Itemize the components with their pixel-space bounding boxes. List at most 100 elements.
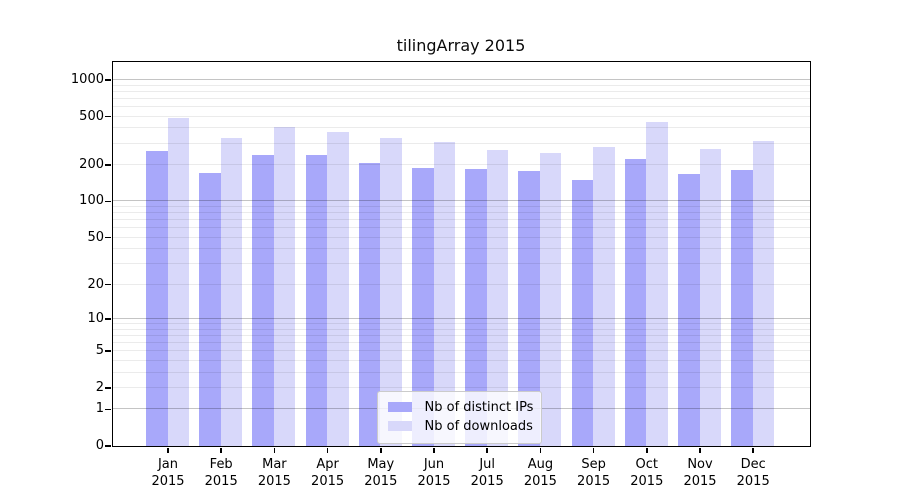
bar-jun-2015-distinct-ips bbox=[412, 167, 434, 446]
gridline-minor-20 bbox=[112, 283, 810, 285]
y-tick-label-2: 2 bbox=[95, 379, 104, 395]
legend-item-distinct-ips: Nb of distinct IPs bbox=[378, 398, 541, 417]
bar-jul-2015-downloads bbox=[486, 150, 509, 446]
gridline-minor-30 bbox=[112, 263, 810, 265]
y-tick-label-100: 100 bbox=[79, 193, 104, 209]
y-tick-label-0: 0 bbox=[95, 438, 104, 453]
x-tick-mark-jan-2015 bbox=[167, 447, 169, 453]
y-tick-mark-500 bbox=[105, 115, 111, 118]
x-tick-label-jan-2015: Jan 2015 bbox=[151, 457, 185, 489]
legend-item-downloads: Nb of downloads bbox=[378, 417, 541, 436]
x-tick-mark-dec-2015 bbox=[752, 447, 754, 453]
y-tick-mark-5 bbox=[105, 350, 111, 352]
plot-area: Nb of distinct IPs Nb of downloads bbox=[111, 60, 811, 447]
y-tick-mark-2 bbox=[105, 387, 111, 389]
gridline-minor-800 bbox=[112, 90, 810, 92]
x-tick-label-feb-2015: Feb 2015 bbox=[204, 457, 238, 489]
y-tick-label-500: 500 bbox=[79, 108, 104, 124]
y-tick-label-5: 5 bbox=[95, 343, 104, 359]
gridline-minor-50 bbox=[112, 236, 810, 238]
gridline-decade-10 bbox=[112, 317, 810, 319]
x-tick-mark-feb-2015 bbox=[220, 447, 222, 453]
x-tick-label-mar-2015: Mar 2015 bbox=[257, 457, 291, 489]
y-tick-mark-100 bbox=[105, 200, 111, 203]
gridline-minor-200 bbox=[112, 164, 810, 165]
bar-apr-2015-downloads bbox=[327, 131, 349, 446]
gridline-minor-500 bbox=[112, 115, 810, 117]
bar-jul-2015-distinct-ips bbox=[465, 168, 487, 446]
x-tick-mark-mar-2015 bbox=[273, 447, 276, 453]
bar-nov-2015-distinct-ips bbox=[678, 173, 700, 446]
bar-dec-2015-distinct-ips bbox=[731, 170, 753, 446]
x-tick-mark-nov-2015 bbox=[699, 447, 701, 453]
gridline-minor-70 bbox=[112, 219, 810, 221]
x-tick-label-apr-2015: Apr 2015 bbox=[311, 457, 345, 489]
gridline-minor-900 bbox=[112, 84, 810, 86]
y-tick-label-10: 10 bbox=[87, 310, 104, 326]
chart-title: tilingArray 2015 bbox=[396, 36, 526, 55]
gridline-minor-600 bbox=[112, 105, 810, 107]
x-tick-mark-jun-2015 bbox=[433, 447, 435, 453]
y-tick-label-50: 50 bbox=[87, 229, 104, 245]
legend-swatch-distinct-ips bbox=[387, 402, 412, 412]
gridline-minor-7 bbox=[112, 334, 810, 336]
bar-nov-2015-downloads bbox=[699, 148, 721, 446]
gridline-minor-60 bbox=[112, 227, 810, 229]
x-tick-mark-aug-2015 bbox=[539, 447, 542, 453]
bar-jan-2015-downloads bbox=[167, 117, 189, 446]
x-tick-label-sep-2015: Sep 2015 bbox=[577, 457, 611, 489]
gridline-minor-700 bbox=[112, 97, 810, 99]
y-tick-label-20: 20 bbox=[87, 276, 104, 292]
legend-label-distinct-ips: Nb of distinct IPs bbox=[424, 399, 534, 415]
bar-jan-2015-distinct-ips bbox=[146, 151, 168, 446]
bar-feb-2015-distinct-ips bbox=[199, 173, 221, 446]
gridline-minor-4 bbox=[112, 359, 810, 361]
gridline-minor-40 bbox=[112, 248, 810, 250]
bar-dec-2015-downloads bbox=[752, 141, 775, 446]
x-tick-label-oct-2015: Oct 2015 bbox=[630, 457, 664, 489]
y-tick-mark-50 bbox=[105, 236, 111, 239]
x-tick-label-jun-2015: Jun 2015 bbox=[417, 457, 451, 489]
bar-oct-2015-downloads bbox=[646, 121, 668, 446]
x-tick-mark-jul-2015 bbox=[486, 447, 488, 453]
gridline-minor-80 bbox=[112, 212, 810, 214]
y-tick-mark-20 bbox=[105, 283, 111, 286]
gridline-decade-100 bbox=[112, 200, 810, 202]
bar-aug-2015-downloads bbox=[539, 153, 562, 446]
x-tick-mark-may-2015 bbox=[380, 447, 382, 453]
x-tick-label-jul-2015: Jul 2015 bbox=[470, 457, 504, 489]
bar-may-2015-downloads bbox=[380, 138, 402, 446]
gridline-minor-3 bbox=[112, 371, 810, 373]
y-tick-mark-200 bbox=[105, 164, 111, 166]
y-tick-mark-10 bbox=[105, 318, 111, 320]
x-tick-label-dec-2015: Dec 2015 bbox=[736, 457, 770, 489]
gridline-minor-90 bbox=[112, 205, 810, 207]
x-tick-label-aug-2015: Aug 2015 bbox=[523, 457, 557, 489]
y-tick-label-1: 1 bbox=[95, 401, 104, 417]
y-tick-label-200: 200 bbox=[79, 157, 104, 172]
gridline-decade-1000 bbox=[112, 78, 810, 80]
bar-sep-2015-downloads bbox=[593, 147, 615, 446]
y-tick-mark-1000 bbox=[105, 79, 111, 81]
bar-may-2015-distinct-ips bbox=[358, 163, 381, 446]
x-tick-mark-oct-2015 bbox=[646, 447, 648, 453]
y-tick-label-1000: 1000 bbox=[70, 71, 104, 87]
gridline-minor-5 bbox=[112, 350, 810, 352]
bar-aug-2015-distinct-ips bbox=[518, 171, 540, 446]
x-tick-mark-sep-2015 bbox=[592, 447, 595, 453]
gridline-minor-400 bbox=[112, 127, 810, 129]
x-tick-label-nov-2015: Nov 2015 bbox=[683, 457, 717, 489]
bar-apr-2015-distinct-ips bbox=[305, 154, 328, 446]
gridline-minor-6 bbox=[112, 341, 810, 343]
y-tick-mark-1 bbox=[105, 408, 111, 411]
legend: Nb of distinct IPs Nb of downloads bbox=[376, 390, 542, 444]
gridline-minor-9 bbox=[112, 323, 810, 324]
bar-mar-2015-downloads bbox=[273, 127, 296, 446]
bar-feb-2015-downloads bbox=[220, 137, 243, 446]
legend-swatch-downloads bbox=[387, 421, 412, 431]
gridline-minor-8 bbox=[112, 328, 810, 330]
bar-mar-2015-distinct-ips bbox=[252, 154, 274, 446]
x-tick-label-may-2015: May 2015 bbox=[364, 457, 398, 489]
bar-oct-2015-distinct-ips bbox=[624, 158, 647, 446]
